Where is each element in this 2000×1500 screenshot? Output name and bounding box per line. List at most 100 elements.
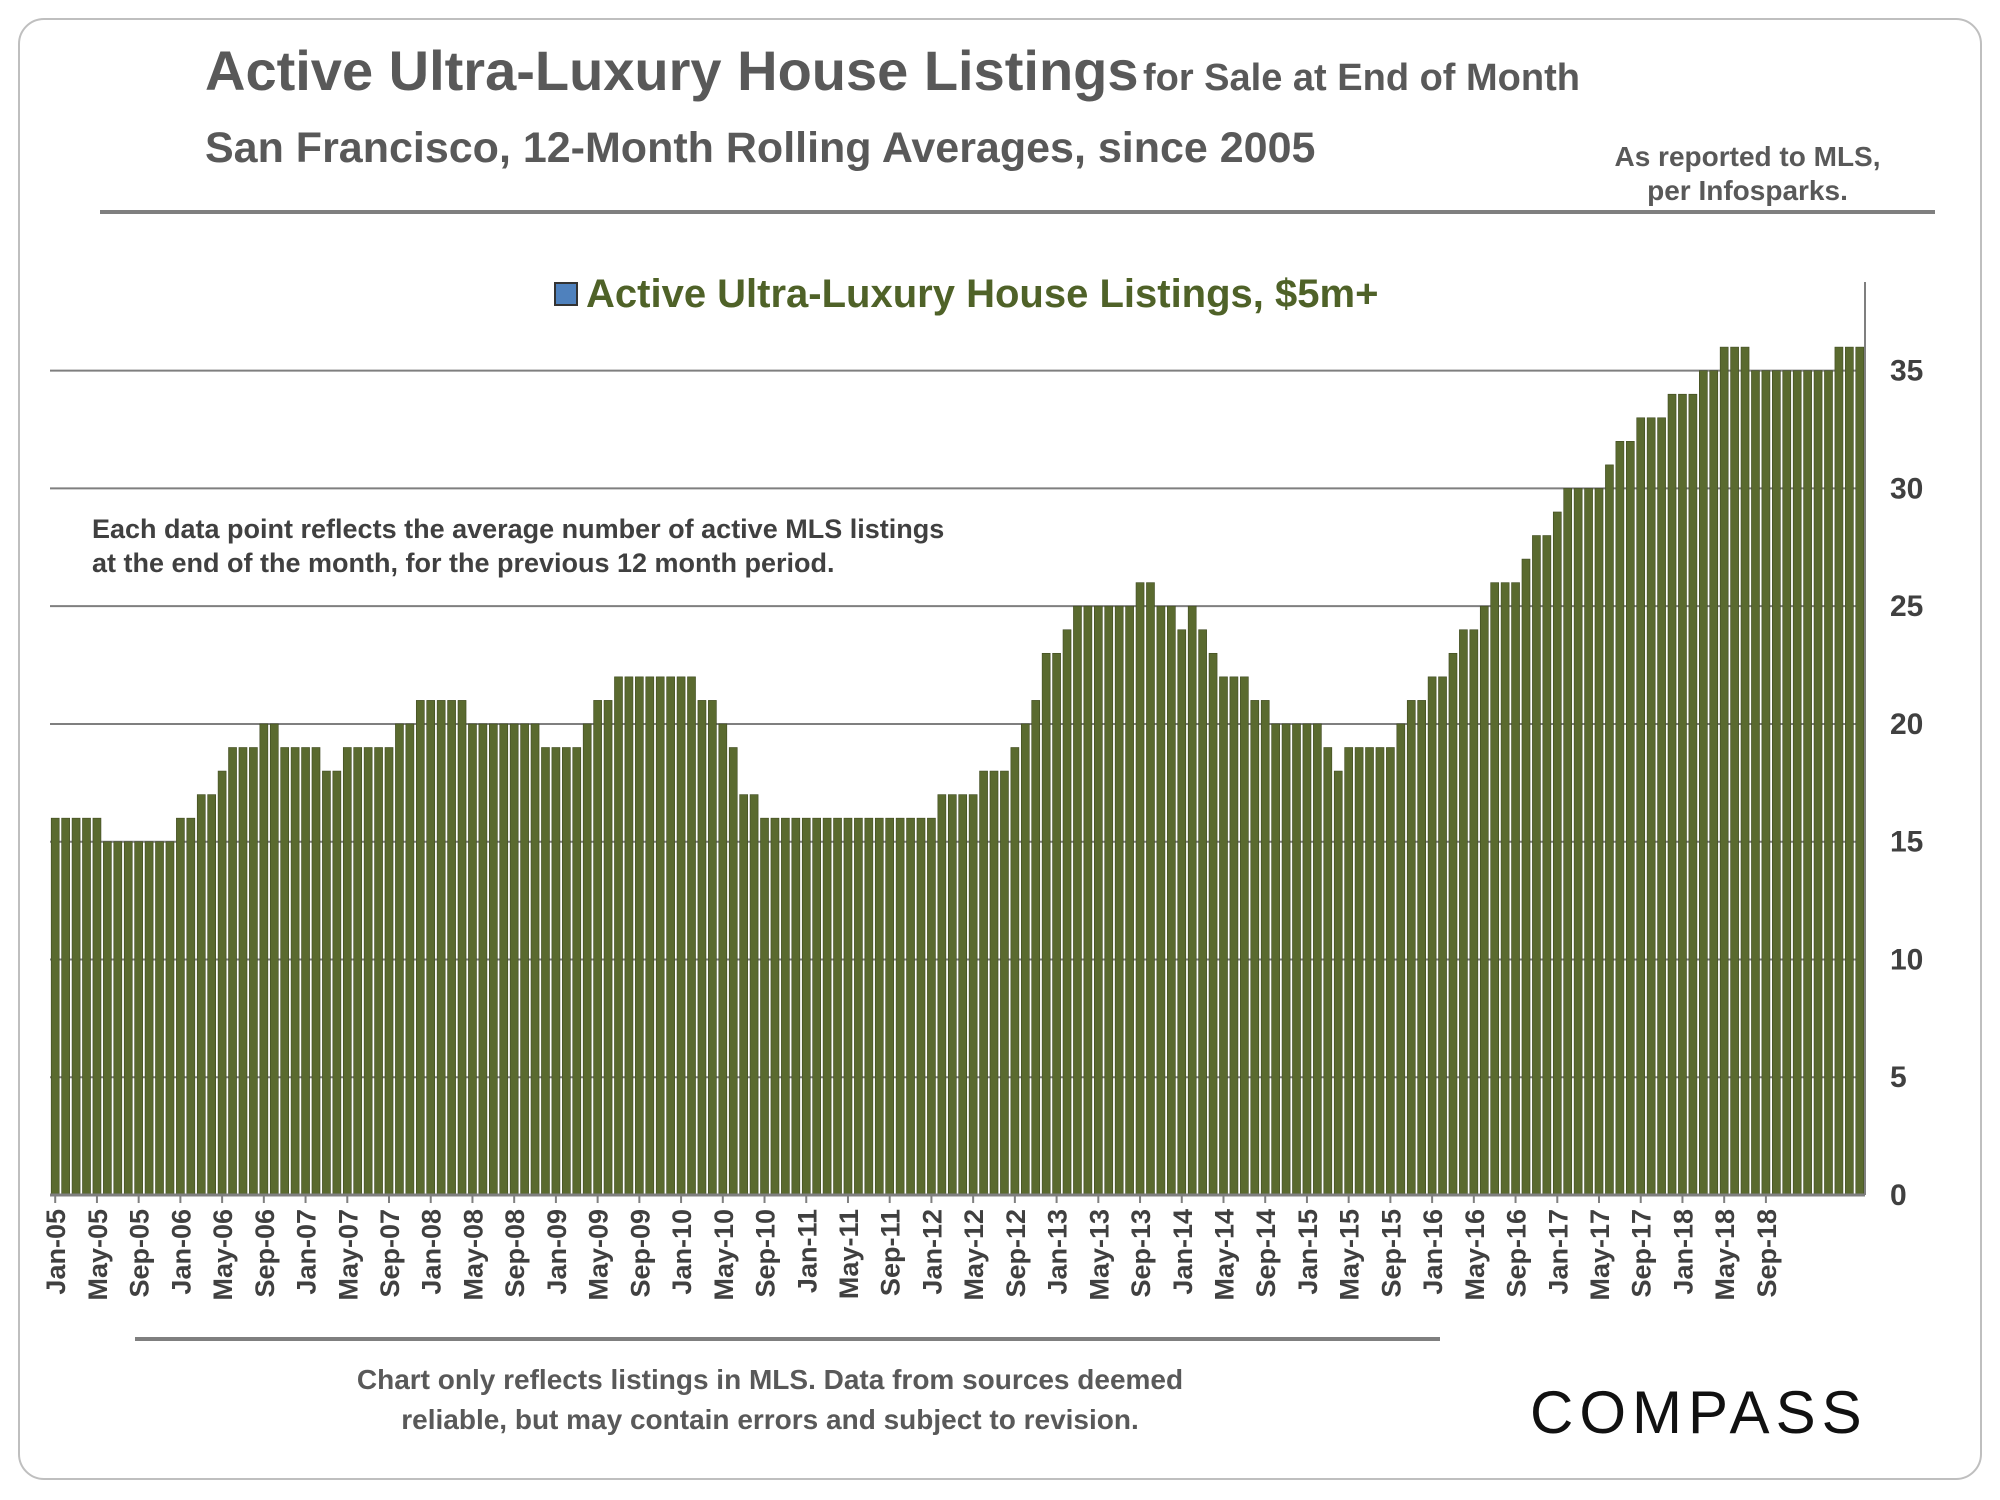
- x-tick-label: May-07: [333, 1209, 363, 1301]
- bar: [436, 700, 446, 1196]
- bar: [1709, 370, 1719, 1196]
- bar: [1198, 629, 1207, 1196]
- bar: [749, 794, 759, 1196]
- bar: [812, 817, 821, 1196]
- bar: [103, 841, 112, 1196]
- bar: [269, 723, 279, 1196]
- bar: [1323, 747, 1333, 1196]
- bar: [1292, 723, 1301, 1196]
- x-tick-label: Jan-16: [1418, 1209, 1448, 1295]
- bar: [562, 747, 571, 1196]
- footnote-line-2: reliable, but may contain errors and sub…: [401, 1404, 1139, 1435]
- bar: [1646, 417, 1656, 1196]
- bar: [1020, 723, 1030, 1196]
- footnote-line-1: Chart only reflects listings in MLS. Dat…: [356, 1364, 1184, 1395]
- bar: [1552, 511, 1562, 1196]
- bar: [728, 747, 738, 1196]
- bar: [676, 676, 686, 1196]
- bar: [1845, 346, 1854, 1196]
- bar: [937, 794, 947, 1196]
- bar: [489, 723, 498, 1196]
- bar: [541, 747, 550, 1196]
- bar: [290, 747, 300, 1196]
- y-tick-label: 20: [1890, 708, 1923, 741]
- bar: [1803, 370, 1812, 1196]
- bar: [1459, 629, 1468, 1196]
- bar: [1313, 723, 1322, 1196]
- bar: [989, 770, 999, 1196]
- x-tick-label: May-18: [1710, 1209, 1740, 1301]
- bar: [1344, 747, 1353, 1196]
- bar: [301, 747, 310, 1196]
- x-tick-label: May-16: [1460, 1209, 1490, 1301]
- bar: [1521, 558, 1531, 1196]
- bar: [697, 700, 707, 1196]
- bar: [1511, 582, 1520, 1196]
- bar: [927, 817, 936, 1196]
- bar: [426, 700, 436, 1196]
- bar: [1333, 770, 1343, 1196]
- bar: [71, 817, 81, 1196]
- bar: [1834, 346, 1844, 1196]
- x-tick-label: May-12: [959, 1209, 989, 1301]
- bar: [1657, 417, 1666, 1196]
- bar: [1772, 370, 1781, 1196]
- x-tick-label: Sep-07: [375, 1209, 405, 1298]
- bar: [947, 794, 957, 1196]
- bar: [1699, 370, 1708, 1196]
- bar: [687, 676, 696, 1196]
- bar: [791, 817, 801, 1196]
- x-tick-label: Sep-16: [1502, 1209, 1532, 1298]
- bar: [1156, 605, 1166, 1196]
- x-tick-label: Jan-05: [41, 1209, 71, 1295]
- compass-logo: COMPASS: [1530, 1379, 1868, 1446]
- bar: [509, 723, 519, 1196]
- bar: [1114, 605, 1124, 1196]
- bar: [1406, 700, 1416, 1196]
- bar: [801, 817, 811, 1196]
- bar: [739, 794, 748, 1196]
- bar: [582, 723, 592, 1196]
- x-tick-label: May-17: [1585, 1209, 1615, 1301]
- bar: [1573, 488, 1583, 1196]
- bar: [238, 747, 248, 1196]
- x-tick-label: Jan-18: [1668, 1209, 1698, 1295]
- bar: [1719, 346, 1729, 1196]
- bar: [1678, 393, 1687, 1196]
- bar: [468, 723, 477, 1196]
- bar: [1740, 346, 1750, 1196]
- bar: [1490, 582, 1500, 1196]
- bar: [1010, 747, 1020, 1196]
- bar: [1062, 629, 1072, 1196]
- bar: [718, 723, 728, 1196]
- x-tick-label: May-08: [458, 1209, 488, 1301]
- bar: [1469, 629, 1479, 1196]
- bar: [322, 770, 331, 1196]
- x-tick-label: Sep-15: [1376, 1209, 1406, 1298]
- bar: [113, 841, 123, 1196]
- chart-annotation: Each data point reflects the average num…: [92, 512, 944, 580]
- bar: [1730, 346, 1739, 1196]
- bar: [1605, 464, 1614, 1196]
- bar: [1667, 393, 1677, 1196]
- bar: [551, 747, 561, 1196]
- x-tick-label: Jan-15: [1293, 1209, 1323, 1295]
- header-divider: [100, 210, 1935, 214]
- bar: [196, 794, 206, 1196]
- bar: [916, 817, 926, 1196]
- bar: [165, 841, 175, 1196]
- bar: [259, 723, 269, 1196]
- bar: [603, 700, 613, 1196]
- bar: [645, 676, 655, 1196]
- legend-swatch: [554, 282, 578, 306]
- bar: [1427, 676, 1437, 1196]
- footer-divider: [135, 1337, 1440, 1341]
- x-tick-label: May-11: [834, 1209, 864, 1299]
- x-tick-label: May-05: [83, 1209, 113, 1301]
- x-tick-label: Jan-14: [1168, 1209, 1198, 1295]
- bar: [593, 700, 602, 1196]
- bar: [520, 723, 529, 1196]
- bar: [332, 770, 342, 1196]
- bar: [1417, 700, 1426, 1196]
- bar: [854, 817, 863, 1196]
